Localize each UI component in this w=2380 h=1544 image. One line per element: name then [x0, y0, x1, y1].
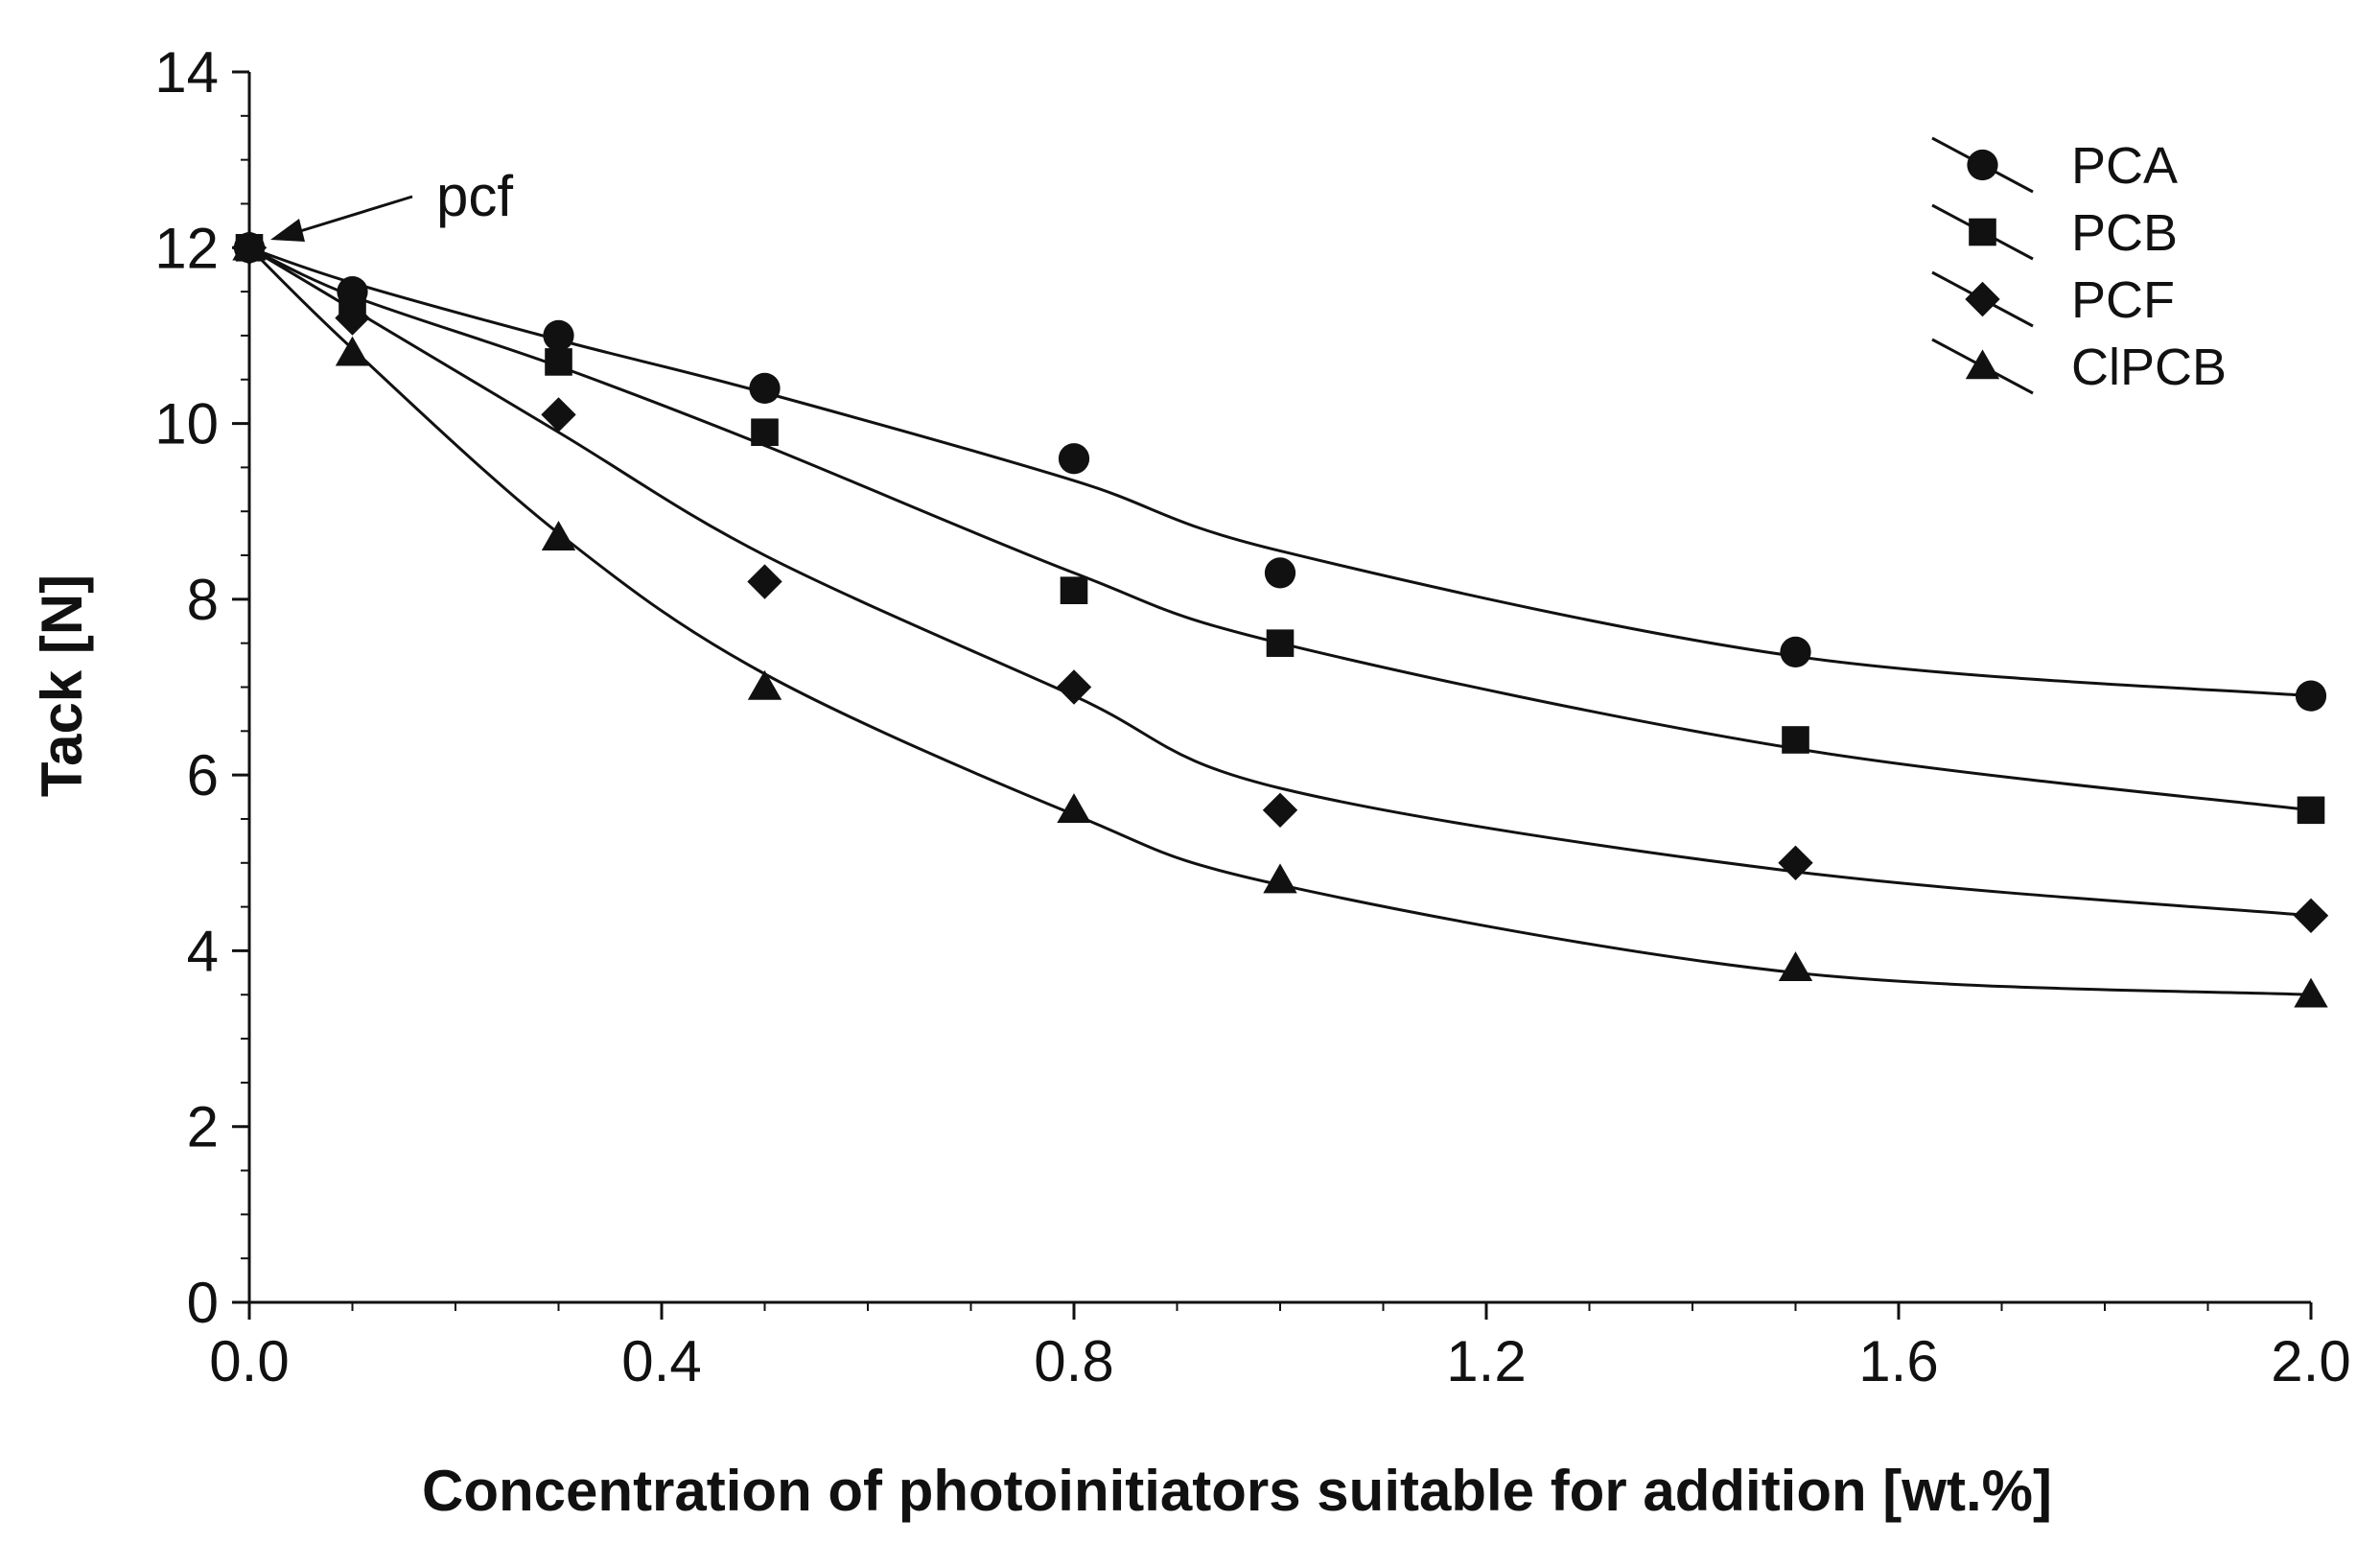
y-axis-title: Tack [N]	[30, 574, 94, 797]
y-tick-label: 6	[187, 743, 219, 807]
point-pcf-1	[335, 300, 370, 336]
x-tick-label: 2.0	[2271, 1329, 2350, 1393]
point-pcf-5	[1262, 792, 1298, 828]
legend-marker-pca	[1967, 149, 1998, 181]
x-tick-label: 1.6	[1858, 1329, 1938, 1393]
point-pcb-7	[2297, 796, 2325, 825]
fit-curve-pcb	[248, 246, 2312, 812]
point-pcb-3	[751, 418, 779, 447]
x-tick-label: 0.0	[209, 1329, 289, 1393]
point-clpcb-2	[541, 521, 576, 550]
point-clpcb-4	[1057, 793, 1091, 824]
data-points	[231, 230, 2329, 1008]
point-pca-6	[1780, 636, 1811, 667]
point-pcb-5	[1266, 629, 1295, 657]
legend-marker-pcf	[1965, 281, 2000, 317]
legend-label-pca: PCA	[2071, 137, 2178, 195]
legend: PCA PCB PCF ClPCB	[1931, 136, 2227, 396]
point-pcf-4	[1056, 669, 1092, 705]
legend-label-pcb: PCB	[2071, 204, 2178, 262]
y-tick-label: 4	[187, 919, 219, 983]
point-pca-4	[1058, 443, 1090, 475]
point-pcf-3	[747, 564, 782, 599]
point-clpcb-6	[1778, 951, 1813, 982]
pcf-arrow-line	[287, 195, 413, 237]
axes: 0 2 4 6 8 10 12 14 0.0 0.4 0.8 1.2 1.6 2.0	[154, 40, 2350, 1393]
x-tick-label: 0.8	[1034, 1329, 1113, 1393]
point-pcb-2	[545, 348, 572, 376]
x-tick-label: 0.4	[621, 1329, 701, 1393]
pcf-annotation-label: pcf	[436, 164, 513, 228]
legend-marker-pcb	[1969, 218, 1996, 246]
y-tick-label: 14	[154, 40, 219, 105]
point-pca-3	[749, 372, 781, 405]
point-pcf-6	[1778, 845, 1813, 880]
point-pca-7	[2295, 680, 2327, 712]
point-pcf-2	[541, 397, 576, 433]
pcf-arrowhead	[270, 219, 305, 242]
y-tick-label: 0	[187, 1271, 219, 1335]
point-pcb-4	[1060, 576, 1088, 604]
legend-label-pcf: PCF	[2071, 271, 2175, 329]
pcf-annotation: pcf	[270, 164, 513, 242]
point-pca-5	[1264, 557, 1296, 589]
legend-label-clpcb: ClPCB	[2071, 339, 2227, 396]
point-pcf-7	[2293, 898, 2329, 933]
y-tick-label: 12	[154, 216, 219, 280]
point-clpcb-5	[1263, 863, 1297, 894]
point-clpcb-0	[232, 230, 267, 261]
y-tick-label: 8	[187, 568, 219, 632]
legend-marker-clpcb	[1965, 349, 2000, 380]
point-pca-2	[543, 319, 574, 352]
point-clpcb-3	[747, 669, 782, 700]
point-clpcb-7	[2294, 977, 2328, 1008]
x-axis-title: Concentration of photoinitiators suitabl…	[422, 1459, 2052, 1523]
point-pcb-6	[1782, 726, 1809, 754]
y-tick-label: 10	[154, 392, 219, 456]
y-tick-label: 2	[187, 1095, 219, 1159]
point-clpcb-1	[335, 336, 370, 366]
fit-curve-pca	[248, 246, 2312, 698]
fit-curve-clpcb	[247, 246, 2312, 996]
x-tick-label: 1.2	[1446, 1329, 1526, 1393]
